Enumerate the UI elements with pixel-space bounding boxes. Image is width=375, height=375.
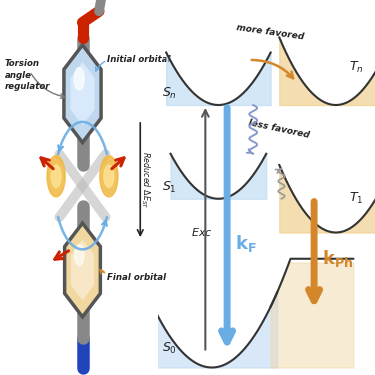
Polygon shape <box>70 62 94 125</box>
Text: $Exc$: $Exc$ <box>191 226 213 238</box>
Text: Initial orbital: Initial orbital <box>107 56 171 64</box>
Text: Final orbital: Final orbital <box>107 273 166 282</box>
Polygon shape <box>64 223 101 317</box>
Circle shape <box>75 244 84 266</box>
Text: $S_1$: $S_1$ <box>162 180 177 195</box>
Text: Torsion
angle
regulator: Torsion angle regulator <box>5 59 51 91</box>
Text: $\mathbf{k_F}$: $\mathbf{k_F}$ <box>235 233 256 254</box>
Text: less favored: less favored <box>248 118 310 140</box>
Circle shape <box>51 165 61 188</box>
Text: more favored: more favored <box>236 22 305 41</box>
Text: Reduced $\Delta E_{ST}$: Reduced $\Delta E_{ST}$ <box>139 151 152 209</box>
Text: $T_1$: $T_1$ <box>349 191 363 206</box>
Circle shape <box>47 156 65 197</box>
Circle shape <box>74 68 84 90</box>
Circle shape <box>100 156 118 197</box>
Text: $S_n$: $S_n$ <box>162 86 177 101</box>
Text: $S_0$: $S_0$ <box>162 341 177 356</box>
Polygon shape <box>64 45 101 142</box>
Text: $T_n$: $T_n$ <box>349 60 363 75</box>
Polygon shape <box>71 240 94 300</box>
Circle shape <box>104 165 114 188</box>
Text: $\mathbf{k_{Ph}}$: $\mathbf{k_{Ph}}$ <box>322 248 353 269</box>
